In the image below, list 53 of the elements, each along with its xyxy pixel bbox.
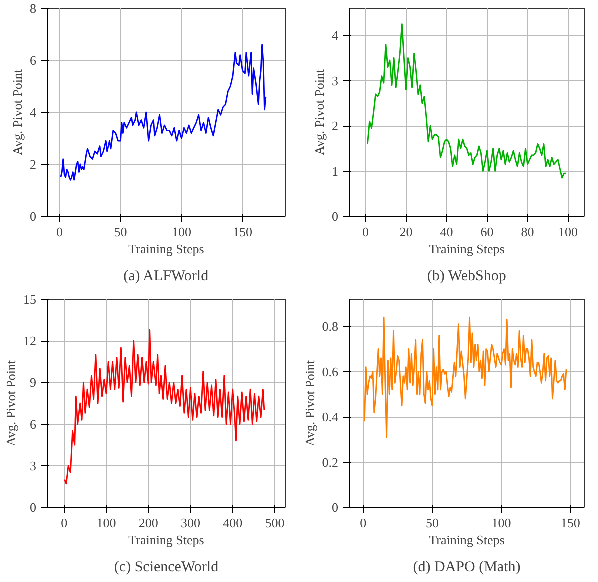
x-tick-label: 50: [426, 516, 439, 530]
y-tick-label: 6: [30, 416, 37, 432]
y-tick-label: 4: [332, 28, 339, 44]
x-tick-label: 150: [233, 224, 253, 240]
y-tick-label: 2: [332, 118, 338, 134]
y-tick-label: 6: [30, 53, 37, 68]
y-tick-label: 8: [30, 1, 36, 16]
x-tick-label: 400: [223, 516, 243, 530]
x-tick-label: 100: [558, 224, 578, 240]
y-tick-label: 0.2: [322, 454, 338, 470]
y-tick-label: 0: [30, 209, 36, 224]
y-tick-label: 0.6: [322, 364, 339, 380]
y-tick-label: 3: [30, 458, 36, 474]
y-tick-label: 12: [24, 334, 36, 349]
x-tick-label: 100: [172, 224, 192, 240]
x-tick-label: 0: [56, 224, 63, 240]
x-tick-label: 80: [521, 224, 534, 240]
y-axis-title: Avg. Pivot Point: [312, 69, 327, 156]
text: (c) ScienceWorld: [114, 560, 220, 576]
x-tick-label: 500: [265, 516, 285, 530]
x-tick-label: 0: [360, 516, 367, 530]
y-tick-label: 4: [30, 105, 37, 120]
x-axis-title: Training Steps: [128, 532, 204, 548]
y-tick-label: 15: [24, 292, 36, 307]
x-tick-label: 0: [61, 516, 68, 530]
x-tick-label: 100: [96, 516, 116, 530]
y-tick-label: 0: [332, 500, 338, 515]
y-tick-label: 0.8: [322, 319, 338, 334]
y-tick-label: 0: [332, 209, 338, 224]
text: (b) WebShop: [427, 268, 506, 284]
x-tick-label: 20: [400, 224, 413, 240]
y-tick-label: 0.4: [322, 410, 339, 425]
x-tick-label: 200: [138, 516, 158, 530]
x-axis-title: Training Steps: [128, 242, 204, 256]
x-tick-label: 50: [114, 224, 128, 240]
y-axis-title: Avg. Pivot Point: [10, 69, 25, 156]
x-tick-label: 150: [560, 516, 580, 530]
text: (a) ALFWorld: [124, 268, 210, 284]
y-tick-label: 1: [332, 164, 338, 179]
x-tick-label: 60: [480, 224, 494, 240]
x-tick-label: 100: [492, 516, 512, 530]
y-tick-label: 0: [30, 500, 36, 515]
x-axis-title: Training Steps: [429, 532, 505, 548]
y-tick-label: 3: [332, 73, 338, 88]
x-tick-label: 0: [362, 224, 369, 240]
x-tick-label: 40: [440, 224, 454, 240]
y-axis-title: Avg. Pivot Point: [4, 360, 18, 447]
y-tick-label: 2: [30, 157, 36, 172]
y-axis-title: Avg. Pivot Point: [302, 360, 318, 447]
y-tick-label: 9: [30, 375, 36, 390]
x-tick-label: 300: [180, 516, 200, 530]
x-axis-title: Training Steps: [429, 242, 505, 256]
text: (d) DAPO (Math): [413, 560, 521, 576]
